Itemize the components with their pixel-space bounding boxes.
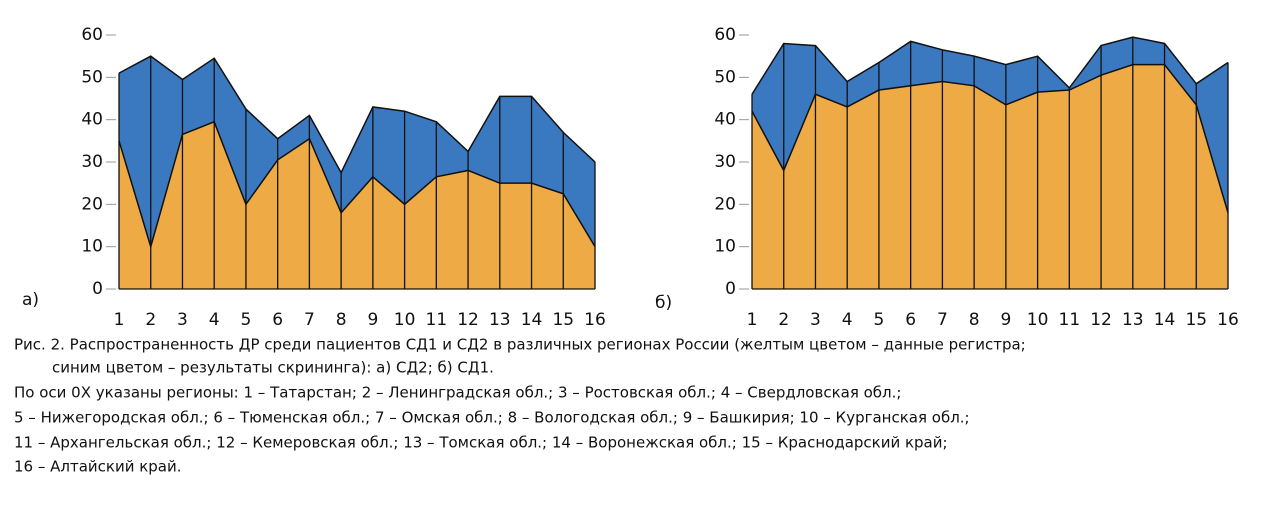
x-tick-label: 1 <box>114 310 125 330</box>
x-tick-label: 5 <box>874 310 885 330</box>
y-tick-label: 10 <box>714 237 736 257</box>
caption-line: 16 – Алтайский край. <box>14 458 182 476</box>
area-outline <box>751 63 1229 214</box>
y-tick-label: 10 <box>81 237 103 257</box>
area <box>752 64 1228 289</box>
y-tick-label: 40 <box>81 110 103 130</box>
x-tick-label: 9 <box>1000 310 1011 330</box>
x-tick-label: 15 <box>1185 310 1207 330</box>
x-tick-label: 7 <box>937 310 948 330</box>
x-tick-label: 12 <box>457 310 479 330</box>
caption-line: 5 – Нижегородская обл.; 6 – Тюменская об… <box>14 409 970 427</box>
caption-line: 11 – Архангельская обл.; 12 – Кемеровска… <box>14 434 948 452</box>
y-tick-label: 0 <box>725 279 736 299</box>
area <box>119 121 595 290</box>
x-tick-label: 15 <box>552 310 574 330</box>
x-tick-label: 13 <box>489 310 511 330</box>
area-outline <box>118 55 596 175</box>
y-tick-label: 60 <box>81 25 103 45</box>
area-outline <box>751 36 1229 95</box>
y-tick-label: 40 <box>714 110 736 130</box>
y-tick-label: 20 <box>714 194 736 214</box>
x-tick-label: 7 <box>304 310 315 330</box>
x-tick-label: 6 <box>905 310 916 330</box>
caption-line: синим цветом – результаты скрининга): а)… <box>52 359 494 377</box>
x-tick-label: 11 <box>426 310 448 330</box>
x-tick-label: 11 <box>1059 310 1081 330</box>
x-tick-label: 16 <box>1217 310 1239 330</box>
x-tick-label: 16 <box>584 310 606 330</box>
x-tick-label: 9 <box>367 310 378 330</box>
caption-line: Рис. 2. Распространенность ДР среди паци… <box>14 336 1026 354</box>
x-tick-label: 3 <box>177 310 188 330</box>
x-tick-label: 4 <box>209 310 220 330</box>
area-outline <box>118 120 596 250</box>
y-tick-label: 20 <box>81 194 103 214</box>
x-tick-label: 2 <box>145 310 156 330</box>
x-tick-label: 8 <box>969 310 980 330</box>
x-tick-label: 6 <box>272 310 283 330</box>
x-tick-label: 4 <box>842 310 853 330</box>
x-tick-label: 10 <box>394 310 416 330</box>
x-tick-label: 14 <box>521 310 543 330</box>
x-tick-label: 8 <box>336 310 347 330</box>
y-tick-label: 0 <box>92 279 103 299</box>
y-tick-label: 50 <box>714 67 736 87</box>
x-tick-label: 14 <box>1154 310 1176 330</box>
x-tick-label: 5 <box>241 310 252 330</box>
y-tick-label: 30 <box>81 152 103 172</box>
panel-label: б) <box>655 293 672 313</box>
x-tick-label: 12 <box>1090 310 1112 330</box>
x-tick-label: 10 <box>1027 310 1049 330</box>
y-tick-label: 50 <box>81 67 103 87</box>
panel-label: а) <box>22 290 39 310</box>
y-tick-label: 30 <box>714 152 736 172</box>
caption-line: По оси 0Х указаны регионы: 1 – Татарстан… <box>14 384 901 402</box>
y-tick-label: 60 <box>714 25 736 45</box>
x-tick-label: 2 <box>778 310 789 330</box>
x-tick-label: 13 <box>1122 310 1144 330</box>
x-tick-label: 1 <box>747 310 758 330</box>
x-tick-label: 3 <box>810 310 821 330</box>
